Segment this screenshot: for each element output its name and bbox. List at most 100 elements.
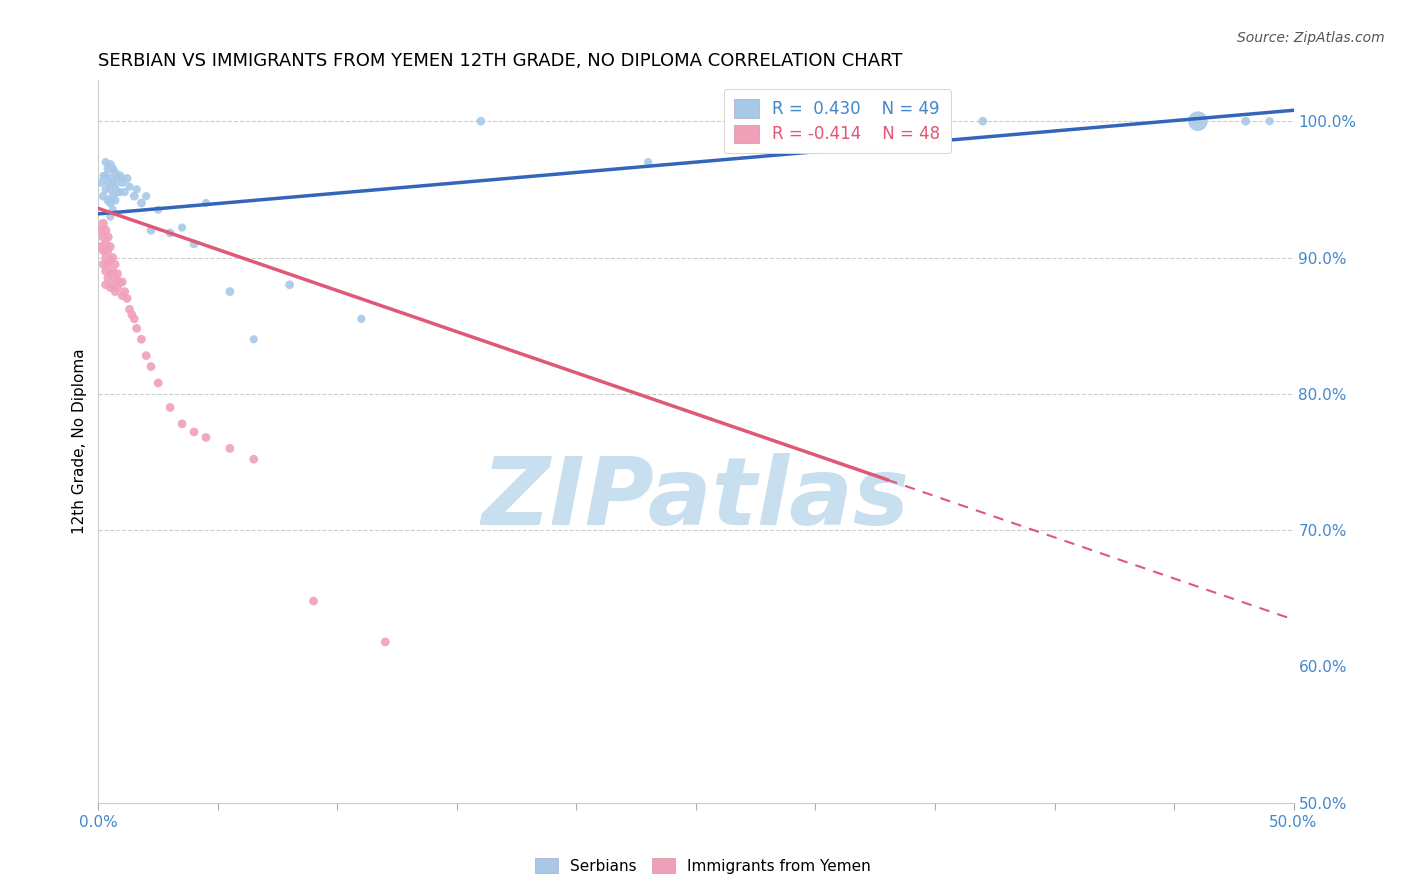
Point — [94, 236, 117, 251]
Point — [148, 376, 170, 390]
Point — [118, 179, 141, 194]
Point — [98, 182, 122, 196]
Point — [115, 292, 138, 306]
Point — [159, 226, 181, 240]
Point — [118, 302, 141, 317]
Point — [91, 189, 114, 203]
Point — [139, 359, 162, 374]
Point — [1258, 114, 1281, 128]
Point — [114, 285, 136, 299]
Point — [108, 169, 131, 183]
Point — [114, 185, 136, 199]
Point — [101, 189, 124, 203]
Point — [91, 244, 114, 258]
Y-axis label: 12th Grade, No Diploma: 12th Grade, No Diploma — [72, 349, 87, 534]
Point — [97, 230, 120, 244]
Point — [98, 253, 122, 268]
Point — [94, 264, 117, 278]
Point — [131, 196, 153, 211]
Point — [172, 220, 194, 235]
Point — [97, 244, 120, 258]
Point — [94, 169, 117, 183]
Point — [94, 223, 117, 237]
Point — [104, 166, 127, 180]
Point — [91, 169, 114, 183]
Point — [637, 155, 659, 169]
Point — [97, 193, 120, 207]
Point — [302, 594, 325, 608]
Point — [98, 171, 122, 186]
Point — [111, 275, 134, 289]
Legend: R =  0.430    N = 49, R = -0.414    N = 48: R = 0.430 N = 49, R = -0.414 N = 48 — [724, 89, 950, 153]
Text: SERBIAN VS IMMIGRANTS FROM YEMEN 12TH GRADE, NO DIPLOMA CORRELATION CHART: SERBIAN VS IMMIGRANTS FROM YEMEN 12TH GR… — [98, 53, 903, 70]
Point — [111, 288, 134, 302]
Point — [98, 210, 122, 224]
Point — [90, 239, 112, 253]
Point — [115, 171, 138, 186]
Point — [107, 171, 129, 186]
Point — [101, 277, 124, 292]
Point — [98, 158, 122, 172]
Point — [159, 401, 181, 415]
Point — [98, 267, 122, 281]
Point — [91, 216, 114, 230]
Point — [135, 349, 157, 363]
Point — [94, 277, 117, 292]
Text: Source: ZipAtlas.com: Source: ZipAtlas.com — [1237, 31, 1385, 45]
Point — [243, 452, 266, 467]
Point — [97, 176, 120, 190]
Point — [104, 271, 127, 285]
Point — [470, 114, 492, 128]
Point — [107, 185, 129, 199]
Point — [111, 176, 134, 190]
Point — [90, 223, 112, 237]
Point — [97, 161, 120, 176]
Point — [121, 308, 143, 322]
Point — [104, 193, 127, 207]
Point — [243, 332, 266, 346]
Point — [101, 202, 124, 217]
Point — [125, 321, 148, 335]
Point — [1234, 114, 1257, 128]
Point — [172, 417, 194, 431]
Point — [1187, 114, 1209, 128]
Point — [97, 271, 120, 285]
Point — [104, 285, 127, 299]
Point — [98, 239, 122, 253]
Point — [135, 189, 157, 203]
Point — [97, 257, 120, 271]
Legend: Serbians, Immigrants from Yemen: Serbians, Immigrants from Yemen — [529, 852, 877, 880]
Point — [94, 155, 117, 169]
Point — [107, 280, 129, 294]
Point — [219, 442, 242, 456]
Point — [94, 182, 117, 196]
Point — [139, 223, 162, 237]
Point — [108, 185, 131, 199]
Point — [98, 280, 122, 294]
Point — [125, 182, 148, 196]
Text: ZIPatlas: ZIPatlas — [482, 453, 910, 545]
Point — [148, 202, 170, 217]
Point — [183, 425, 205, 439]
Point — [219, 285, 242, 299]
Point — [108, 275, 131, 289]
Point — [374, 635, 396, 649]
Point — [195, 430, 218, 444]
Point — [124, 189, 146, 203]
Point — [101, 176, 124, 190]
Point — [104, 257, 127, 271]
Point — [124, 311, 146, 326]
Point — [91, 257, 114, 271]
Point — [98, 196, 122, 211]
Point — [101, 161, 124, 176]
Point — [972, 114, 994, 128]
Point — [195, 196, 218, 211]
Point — [350, 311, 373, 326]
Point — [131, 332, 153, 346]
Point — [101, 251, 124, 265]
Point — [101, 264, 124, 278]
Point — [91, 230, 114, 244]
Point — [183, 236, 205, 251]
Point — [90, 176, 112, 190]
Point — [104, 179, 127, 194]
